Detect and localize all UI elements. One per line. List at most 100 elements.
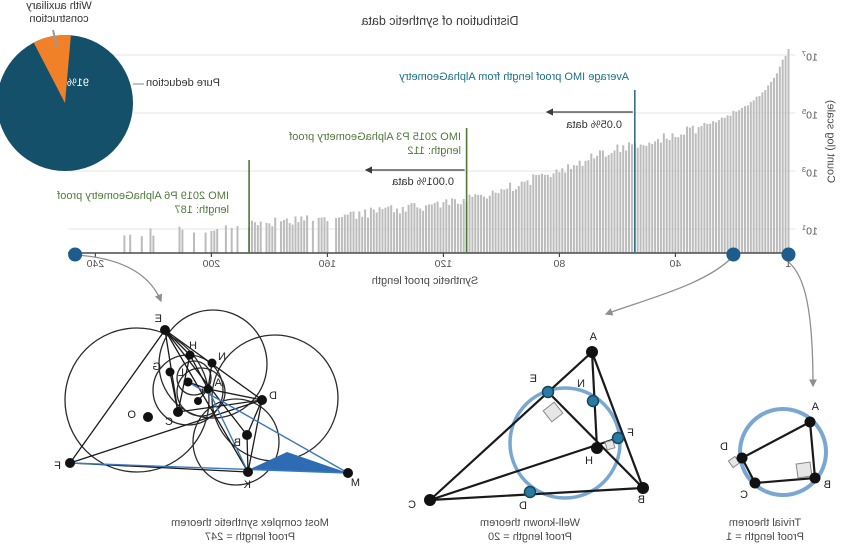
point-H — [591, 442, 603, 454]
point-H — [185, 350, 195, 360]
diagram-complex: E H N G L AI D O C B F K M — [54, 309, 360, 491]
point-label-C: C — [740, 489, 748, 501]
annotation-average-label: Average IMO proof length from AlphaGeome… — [399, 71, 629, 83]
point-D — [736, 452, 748, 464]
y-axis-label: Count (log scale) — [824, 99, 837, 184]
highlight-lines — [248, 90, 636, 253]
point-label-A: A — [811, 401, 819, 413]
chart-title: Distribution of synthetic data — [361, 14, 519, 28]
pie-aux-label-line1: With auxiliary — [26, 0, 92, 12]
point-label-H: H — [585, 455, 593, 467]
point-D — [257, 395, 267, 405]
annotation-imo2015-share: 0.001% data — [392, 176, 454, 188]
point-L — [183, 377, 193, 387]
caption-complex-line1: Most complex synthetic theorem — [171, 517, 329, 529]
annotation-imo2019-line2: length: 187 — [174, 204, 229, 216]
point-label-A: A — [589, 331, 597, 343]
point-label-E: E — [530, 373, 537, 385]
caption-trivial-line1: Trivial theorem — [728, 517, 802, 529]
axis-marker-dot — [68, 247, 83, 262]
pie-chart — [0, 29, 144, 171]
right-angle-marker — [604, 439, 616, 451]
point-N — [586, 394, 600, 408]
point-C — [424, 494, 436, 506]
point-B — [242, 430, 252, 440]
point-B — [809, 472, 821, 484]
caption-complex-line2: Proof length = 247 — [204, 531, 296, 543]
point-D — [523, 485, 537, 499]
point-label-C: C — [408, 499, 416, 511]
point-F — [65, 458, 75, 468]
point-label-I: I — [201, 387, 204, 399]
x-tick-label: 120 — [434, 258, 453, 270]
histogram-bars — [123, 49, 790, 254]
point-A — [804, 416, 816, 428]
point-label-F: F — [627, 427, 634, 439]
annotation-imo2015-line1: IMO 2015 P3 AlphaGeometry proof — [289, 131, 461, 143]
x-axis-label: Synthetic proof length — [371, 275, 479, 287]
point-label-N: N — [218, 351, 226, 363]
right-angle-marker — [795, 461, 813, 479]
point-label-O: O — [127, 409, 136, 421]
caption-trivial-line2: Proof length = 1 — [726, 531, 804, 543]
diagram-wellknown: A E N F H D C B — [408, 331, 649, 512]
x-tick-label: 80 — [553, 258, 566, 270]
point-I — [194, 397, 202, 405]
annotation-imo2015-line2: length: 112 — [407, 145, 461, 157]
x-tick-label: 160 — [318, 258, 337, 270]
point-label-B: B — [638, 494, 645, 506]
y-tick-label: 107 — [802, 49, 818, 64]
annotation-average-share: 0.05% data — [566, 119, 622, 131]
diagram-trivial: A D C B — [720, 401, 831, 501]
point-label-F: F — [54, 460, 61, 472]
point-F — [611, 431, 625, 445]
point-B — [637, 482, 649, 494]
point-E — [160, 325, 170, 335]
pie-aux-label-line2: construction — [29, 13, 89, 25]
x-axis — [68, 252, 795, 257]
annotation-arrows — [364, 108, 633, 174]
point-label-C: C — [165, 416, 173, 428]
point-label-H: H — [189, 340, 197, 352]
point-G — [165, 367, 175, 377]
point-label-A: A — [214, 377, 222, 389]
point-A — [586, 346, 598, 358]
point-label-D: D — [519, 500, 527, 512]
point-label-M: M — [351, 477, 360, 489]
pie-main-label: Pure deduction — [146, 77, 220, 89]
caption-wellknown-line2: Proof length = 20 — [487, 531, 573, 543]
x-tick-label: 200 — [202, 258, 221, 270]
point-label-K: K — [243, 479, 251, 491]
point-label-G: G — [152, 361, 161, 373]
point-label-E: E — [155, 313, 162, 325]
x-tick-label: 240 — [86, 258, 105, 270]
example-connectors — [68, 247, 817, 388]
point-label-B: B — [824, 479, 831, 491]
y-tick-label: 105 — [802, 107, 818, 122]
point-C — [173, 407, 183, 417]
point-C — [749, 477, 761, 489]
annotation-imo2019-line1: IMO 2019 P6 AlphaGeometry proof — [57, 190, 229, 202]
axis-marker-dot — [726, 247, 741, 262]
x-tick-label: 1 — [785, 258, 792, 270]
x-tick-label: 40 — [669, 258, 682, 270]
pie-aux-slice — [33, 35, 71, 103]
y-tick-label: 101 — [802, 223, 818, 238]
point-O — [143, 412, 153, 422]
y-tick-label: 103 — [802, 165, 818, 180]
point-A — [203, 384, 213, 394]
point-label-B: B — [234, 437, 241, 449]
point-label-L: L — [178, 367, 184, 379]
pie-main-pct: 91% — [66, 77, 90, 89]
axis-marker-dot — [781, 247, 796, 262]
point-E — [541, 385, 555, 399]
point-label-D: D — [269, 390, 277, 402]
point-M — [343, 468, 353, 478]
point-label-D: D — [720, 441, 728, 453]
right-angle-marker — [542, 401, 564, 423]
point-N — [207, 358, 217, 368]
point-label-N: N — [577, 378, 585, 390]
point-K — [243, 467, 253, 477]
